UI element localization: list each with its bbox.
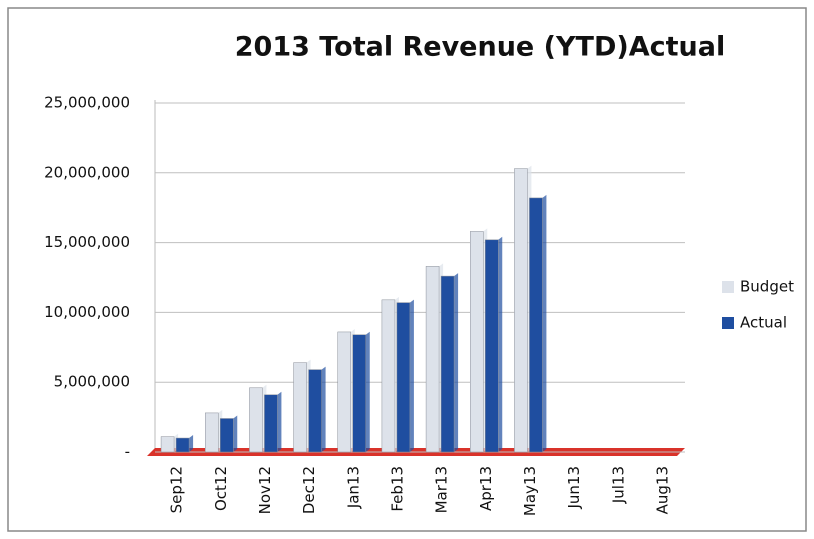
x-tick-label: Mar13: [433, 466, 451, 513]
bar: [529, 197, 543, 453]
bar: [337, 331, 351, 453]
bar: [470, 231, 484, 453]
x-tick-label: Apr13: [477, 466, 495, 511]
x-tick-label: Dec12: [300, 466, 318, 514]
legend-label: Actual: [740, 314, 787, 332]
bar: [220, 418, 234, 453]
bar-side: [498, 236, 503, 452]
bar-side: [321, 366, 326, 452]
bar: [293, 362, 307, 453]
y-tick-label: 15,000,000: [44, 233, 130, 251]
bar-side: [409, 299, 414, 452]
bar: [396, 302, 411, 453]
x-tick-label: Jan13: [344, 466, 362, 509]
bar: [205, 412, 219, 453]
bar: [514, 168, 528, 453]
bar: [175, 437, 190, 453]
y-tick-label: 10,000,000: [44, 303, 130, 321]
bar: [485, 239, 499, 453]
bar: [425, 266, 440, 453]
legend-label: Budget: [740, 278, 794, 296]
x-tick-label: Aug13: [653, 466, 671, 514]
bar: [249, 387, 263, 453]
bar-side: [542, 194, 547, 453]
bar: [308, 369, 322, 453]
x-tick-label: Jul13: [609, 466, 627, 504]
x-tick-label: Sep12: [168, 466, 186, 513]
bar: [381, 299, 396, 453]
bar: [440, 275, 455, 453]
bar-side: [365, 331, 370, 452]
bar: [160, 436, 175, 453]
y-tick-label: -: [125, 443, 130, 461]
y-tick-label: 5,000,000: [54, 373, 130, 391]
bar: [352, 334, 366, 453]
y-tick-label: 25,000,000: [44, 94, 130, 112]
legend-swatch: [722, 281, 734, 293]
y-tick-label: 20,000,000: [44, 163, 130, 181]
chart-title: 2013 Total Revenue (YTD)Actual: [235, 32, 725, 63]
bar: [264, 394, 278, 453]
bar-side: [277, 391, 282, 452]
x-tick-label: Jun13: [565, 466, 583, 510]
legend-swatch: [722, 317, 734, 329]
bar-side: [189, 435, 194, 452]
x-tick-label: Feb13: [388, 466, 406, 512]
x-tick-label: Oct12: [212, 466, 230, 511]
bar-side: [454, 273, 459, 452]
x-tick-label: May13: [521, 466, 539, 516]
x-tick-label: Nov12: [256, 466, 274, 514]
bar-side: [233, 415, 238, 452]
